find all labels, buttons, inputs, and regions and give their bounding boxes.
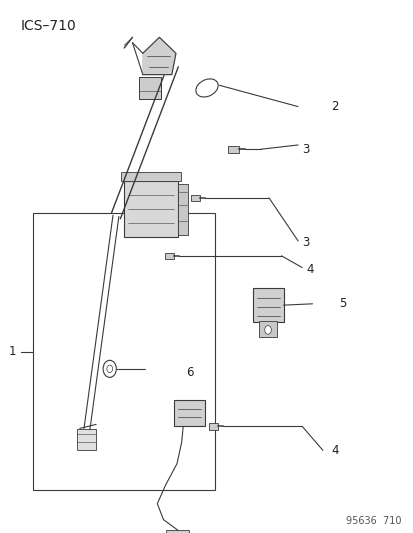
Text: 3: 3 (301, 143, 309, 156)
FancyBboxPatch shape (227, 146, 239, 153)
Text: 1: 1 (9, 345, 16, 358)
Polygon shape (142, 37, 176, 75)
Text: 3: 3 (301, 236, 309, 249)
Circle shape (264, 326, 271, 334)
Text: 6: 6 (186, 366, 193, 378)
Bar (138, 77, 161, 99)
Text: 2: 2 (330, 100, 338, 113)
Text: ICS–710: ICS–710 (21, 19, 76, 33)
Bar (124, 181, 178, 237)
Text: 4: 4 (330, 444, 338, 457)
Text: 95636  710: 95636 710 (345, 516, 401, 526)
Text: 4: 4 (306, 263, 313, 276)
Bar (166, 530, 189, 533)
FancyBboxPatch shape (164, 253, 173, 259)
Bar (178, 184, 188, 235)
FancyBboxPatch shape (209, 423, 218, 430)
Text: 5: 5 (339, 297, 346, 310)
Bar (173, 400, 204, 426)
Bar (33, 213, 215, 490)
Bar (76, 429, 96, 450)
Bar (121, 172, 181, 181)
Bar (258, 321, 277, 337)
FancyBboxPatch shape (191, 195, 200, 201)
Bar (252, 288, 283, 322)
